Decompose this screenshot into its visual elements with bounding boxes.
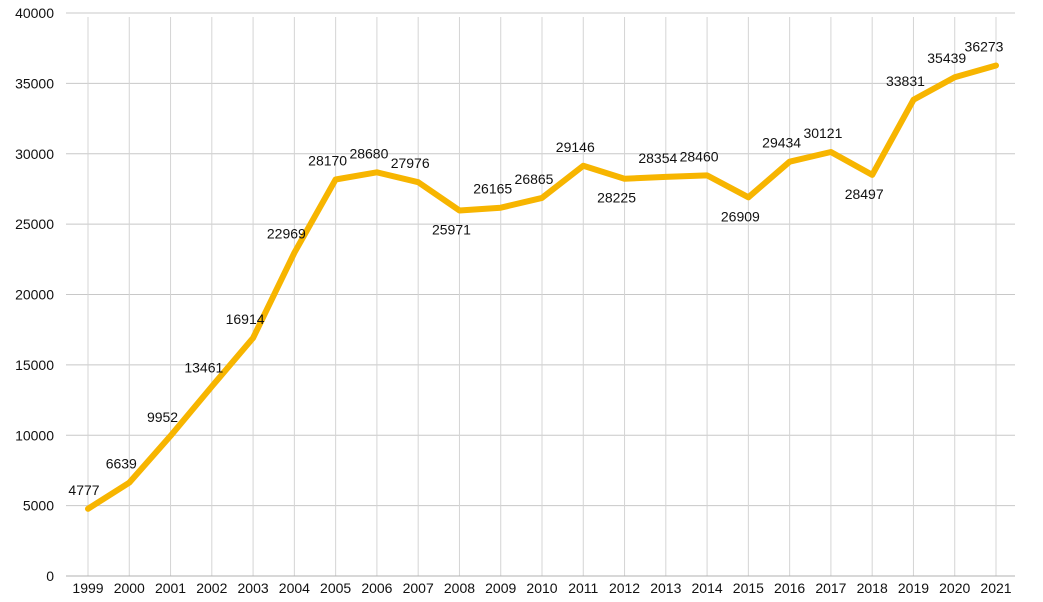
x-tick-label: 2005 — [320, 580, 351, 596]
data-label: 26865 — [515, 171, 554, 187]
x-tick-label: 2018 — [857, 580, 888, 596]
x-tick-label: 2008 — [444, 580, 475, 596]
x-tick-label: 2014 — [692, 580, 723, 596]
x-tick-label: 2002 — [196, 580, 227, 596]
x-tick-label: 2017 — [815, 580, 846, 596]
x-tick-label: 2004 — [279, 580, 310, 596]
data-label: 28680 — [349, 145, 388, 161]
x-tick-label: 2016 — [774, 580, 805, 596]
data-label: 22969 — [267, 226, 306, 242]
data-label: 28170 — [308, 153, 347, 169]
x-tick-label: 1999 — [72, 580, 103, 596]
x-tick-label: 2009 — [485, 580, 516, 596]
x-tick-label: 2001 — [155, 580, 186, 596]
x-tick-label: 2003 — [238, 580, 269, 596]
data-label: 28225 — [597, 190, 636, 206]
x-tick-label: 2007 — [403, 580, 434, 596]
data-label: 29146 — [556, 139, 595, 155]
x-tick-label: 2015 — [733, 580, 764, 596]
data-label: 26165 — [473, 181, 512, 197]
grid-layer — [66, 12, 1015, 576]
x-tick-label: 2019 — [898, 580, 929, 596]
y-tick-label: 5000 — [23, 498, 54, 514]
x-tick-label: 2012 — [609, 580, 640, 596]
data-label: 30121 — [803, 125, 842, 141]
data-label: 28497 — [845, 186, 884, 202]
data-label: 16914 — [226, 311, 265, 327]
y-tick-label: 30000 — [15, 146, 54, 162]
x-tick-label: 2010 — [526, 580, 557, 596]
x-tick-label: 2011 — [568, 580, 598, 596]
x-tick-label: 2020 — [939, 580, 970, 596]
x-tick-label: 2021 — [980, 580, 1011, 596]
data-label: 28354 — [638, 150, 677, 166]
data-label: 36273 — [965, 38, 1004, 54]
axis-layer: 0 5000 10000 15000 20000 25000 30000 35000 40000… — [15, 5, 1015, 596]
y-tick-label: 0 — [46, 568, 54, 584]
data-label: 13461 — [184, 360, 223, 376]
data-label: 28460 — [680, 148, 719, 164]
y-tick-label: 35000 — [15, 75, 54, 91]
series-line — [85, 62, 999, 512]
data-label: 26909 — [721, 208, 760, 224]
data-label: 9952 — [147, 409, 178, 425]
data-label: 6639 — [106, 456, 137, 472]
y-tick-label: 25000 — [15, 216, 54, 232]
series-layer — [85, 62, 999, 512]
x-tick-label: 2013 — [650, 580, 681, 596]
data-label-layer: 4777 6639 9952 13461 16914 22969 28170 28680279… — [68, 38, 1003, 497]
y-tick-label: 10000 — [15, 427, 54, 443]
data-label: 29434 — [762, 135, 801, 151]
x-tick-label: 2006 — [361, 580, 392, 596]
data-label: 35439 — [927, 50, 966, 66]
x-tick-label: 2000 — [114, 580, 145, 596]
data-label: 27976 — [391, 155, 430, 171]
data-label: 25971 — [432, 221, 471, 237]
data-label: 4777 — [68, 482, 99, 498]
data-label: 33831 — [886, 73, 925, 89]
y-tick-label: 40000 — [15, 5, 54, 21]
y-tick-label: 20000 — [15, 287, 54, 303]
y-tick-label: 15000 — [15, 357, 54, 373]
